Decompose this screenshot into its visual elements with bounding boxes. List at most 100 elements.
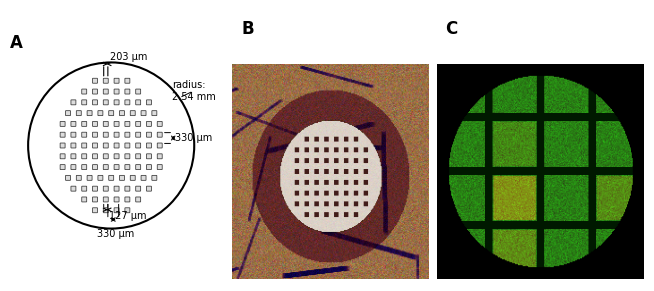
FancyBboxPatch shape xyxy=(60,143,65,148)
FancyBboxPatch shape xyxy=(146,121,152,126)
FancyBboxPatch shape xyxy=(71,121,76,126)
FancyBboxPatch shape xyxy=(146,154,152,159)
FancyBboxPatch shape xyxy=(114,143,119,148)
FancyBboxPatch shape xyxy=(60,121,65,126)
FancyBboxPatch shape xyxy=(146,186,152,191)
FancyBboxPatch shape xyxy=(92,100,97,105)
FancyBboxPatch shape xyxy=(92,143,97,148)
FancyBboxPatch shape xyxy=(71,132,76,137)
FancyBboxPatch shape xyxy=(125,165,130,170)
FancyBboxPatch shape xyxy=(103,197,109,202)
Text: 127 μm: 127 μm xyxy=(109,211,147,221)
FancyBboxPatch shape xyxy=(98,175,103,180)
FancyBboxPatch shape xyxy=(157,132,162,137)
FancyBboxPatch shape xyxy=(82,165,87,170)
FancyBboxPatch shape xyxy=(82,121,87,126)
FancyBboxPatch shape xyxy=(103,186,109,191)
FancyBboxPatch shape xyxy=(71,154,76,159)
FancyBboxPatch shape xyxy=(92,89,97,94)
FancyBboxPatch shape xyxy=(135,121,141,126)
FancyBboxPatch shape xyxy=(125,89,130,94)
FancyBboxPatch shape xyxy=(92,121,97,126)
FancyBboxPatch shape xyxy=(146,132,152,137)
FancyBboxPatch shape xyxy=(82,197,87,202)
FancyBboxPatch shape xyxy=(130,175,135,180)
FancyBboxPatch shape xyxy=(92,165,97,170)
FancyBboxPatch shape xyxy=(87,175,92,180)
FancyBboxPatch shape xyxy=(92,154,97,159)
FancyBboxPatch shape xyxy=(130,111,135,116)
FancyBboxPatch shape xyxy=(125,132,130,137)
FancyBboxPatch shape xyxy=(157,143,162,148)
FancyBboxPatch shape xyxy=(114,165,119,170)
FancyBboxPatch shape xyxy=(82,89,87,94)
FancyBboxPatch shape xyxy=(65,111,71,116)
FancyBboxPatch shape xyxy=(103,78,109,83)
FancyBboxPatch shape xyxy=(114,154,119,159)
FancyBboxPatch shape xyxy=(77,111,81,116)
FancyBboxPatch shape xyxy=(125,197,130,202)
FancyBboxPatch shape xyxy=(125,143,130,148)
FancyBboxPatch shape xyxy=(157,121,162,126)
FancyBboxPatch shape xyxy=(82,143,87,148)
FancyBboxPatch shape xyxy=(109,175,114,180)
FancyBboxPatch shape xyxy=(125,100,130,105)
FancyBboxPatch shape xyxy=(82,100,87,105)
FancyBboxPatch shape xyxy=(71,143,76,148)
Text: 330 μm: 330 μm xyxy=(97,229,135,239)
FancyBboxPatch shape xyxy=(92,186,97,191)
FancyBboxPatch shape xyxy=(103,89,109,94)
FancyBboxPatch shape xyxy=(125,121,130,126)
Text: B: B xyxy=(242,20,254,38)
FancyBboxPatch shape xyxy=(71,100,76,105)
FancyBboxPatch shape xyxy=(141,175,146,180)
FancyBboxPatch shape xyxy=(114,197,119,202)
FancyBboxPatch shape xyxy=(141,111,146,116)
FancyBboxPatch shape xyxy=(146,143,152,148)
FancyBboxPatch shape xyxy=(77,175,81,180)
FancyBboxPatch shape xyxy=(146,165,152,170)
FancyBboxPatch shape xyxy=(103,154,109,159)
FancyBboxPatch shape xyxy=(146,100,152,105)
Text: C: C xyxy=(445,20,457,38)
FancyBboxPatch shape xyxy=(125,186,130,191)
FancyBboxPatch shape xyxy=(60,165,65,170)
FancyBboxPatch shape xyxy=(87,111,92,116)
FancyBboxPatch shape xyxy=(135,186,141,191)
FancyBboxPatch shape xyxy=(135,197,141,202)
FancyBboxPatch shape xyxy=(125,154,130,159)
FancyBboxPatch shape xyxy=(92,132,97,137)
FancyBboxPatch shape xyxy=(65,175,71,180)
FancyBboxPatch shape xyxy=(114,208,119,213)
FancyBboxPatch shape xyxy=(103,143,109,148)
FancyBboxPatch shape xyxy=(60,154,65,159)
FancyBboxPatch shape xyxy=(125,78,130,83)
FancyBboxPatch shape xyxy=(109,111,114,116)
FancyBboxPatch shape xyxy=(114,100,119,105)
FancyBboxPatch shape xyxy=(120,111,124,116)
FancyBboxPatch shape xyxy=(114,78,119,83)
FancyBboxPatch shape xyxy=(114,132,119,137)
Text: 330 μm: 330 μm xyxy=(175,133,212,143)
FancyBboxPatch shape xyxy=(135,165,141,170)
FancyBboxPatch shape xyxy=(71,186,76,191)
FancyBboxPatch shape xyxy=(82,132,87,137)
FancyBboxPatch shape xyxy=(135,143,141,148)
FancyBboxPatch shape xyxy=(135,100,141,105)
FancyBboxPatch shape xyxy=(135,132,141,137)
FancyBboxPatch shape xyxy=(152,175,157,180)
Text: A: A xyxy=(10,34,23,52)
FancyBboxPatch shape xyxy=(114,121,119,126)
FancyBboxPatch shape xyxy=(82,154,87,159)
FancyBboxPatch shape xyxy=(92,78,97,83)
FancyBboxPatch shape xyxy=(92,197,97,202)
FancyBboxPatch shape xyxy=(92,208,97,213)
Text: radius:
2.54 mm: radius: 2.54 mm xyxy=(171,80,215,102)
FancyBboxPatch shape xyxy=(103,132,109,137)
FancyBboxPatch shape xyxy=(135,154,141,159)
FancyBboxPatch shape xyxy=(71,165,76,170)
FancyBboxPatch shape xyxy=(125,208,130,213)
FancyBboxPatch shape xyxy=(103,165,109,170)
FancyBboxPatch shape xyxy=(157,154,162,159)
FancyBboxPatch shape xyxy=(82,186,87,191)
